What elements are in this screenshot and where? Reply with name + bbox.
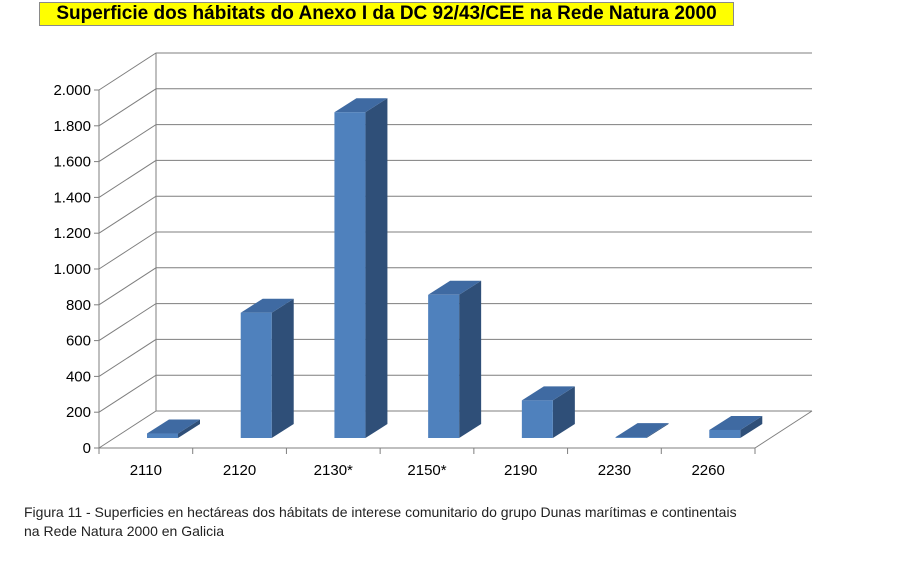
y-tick-label: 1.800 (53, 118, 91, 135)
x-tick-label: 2130* (314, 462, 353, 479)
gridline (98, 410, 812, 449)
x-tick-label: 2190 (504, 462, 537, 479)
floor-right-edge (754, 410, 813, 449)
y-tick-label: 1.600 (53, 154, 91, 171)
y-tick-label: 1.200 (53, 225, 91, 242)
gridline (98, 338, 812, 377)
x-tick-label: 2120 (223, 462, 256, 479)
y-tick-label: 200 (66, 404, 91, 421)
y-tick-label: 600 (66, 333, 91, 350)
bar-side (178, 419, 200, 438)
bar-side (365, 98, 388, 438)
bar-front (709, 429, 741, 438)
y-tick-label: 1.000 (53, 261, 91, 278)
gridline (98, 374, 812, 413)
gridline (98, 159, 812, 198)
bar-top (147, 419, 200, 434)
x-tick-label: 2230 (598, 462, 631, 479)
bar-front (147, 433, 178, 438)
gridline (98, 52, 812, 91)
bar-2260 (709, 415, 763, 438)
x-tick-label: 2150* (407, 462, 446, 479)
gridline (98, 124, 812, 163)
figure-caption: Figura 11 - Superficies en hectáreas dos… (24, 503, 854, 541)
bar-side (740, 415, 763, 438)
gridline (98, 88, 812, 127)
bar-2230 (615, 423, 669, 438)
y-tick-label: 0 (83, 440, 91, 457)
caption-line-1: Figura 11 - Superficies en hectáreas dos… (24, 504, 737, 520)
bar-side (552, 386, 575, 438)
gridline (98, 267, 812, 306)
grid-layer (98, 52, 813, 449)
bar-2120 (240, 298, 294, 438)
bar-2150-star (428, 280, 482, 438)
bar-top (521, 386, 575, 401)
bar-top (709, 415, 763, 430)
caption-line-2: na Rede Natura 2000 en Galicia (24, 523, 225, 539)
bar-front (334, 112, 366, 438)
bar-top (334, 98, 388, 113)
bar-side (646, 423, 669, 438)
bar-front (428, 294, 460, 438)
x-tick-label: 2260 (691, 462, 724, 479)
bar-top (240, 298, 294, 313)
y-tick-label: 2.000 (53, 82, 91, 99)
y-axis-ticks: 0 200 400 600 800 1.000 1.200 1.400 1.600 1.800 2.… (53, 82, 99, 457)
bar-2110 (147, 419, 200, 438)
bars (147, 98, 763, 438)
bar-top (615, 423, 669, 438)
chart-title: Superficie dos hábitats do Anexo I da DC… (39, 2, 734, 26)
bar-front (521, 400, 553, 438)
bar-2130-star (334, 98, 388, 438)
bar-side (271, 298, 294, 438)
gridline (98, 231, 812, 270)
bar-side (459, 280, 482, 438)
y-tick-label: 800 (66, 297, 91, 314)
y-tick-label: 1.400 (53, 189, 91, 206)
bar-front (240, 312, 272, 438)
bar-top (428, 280, 482, 295)
x-axis-ticks: 2110 2120 2130* 2150* 2190 2230 2260 (98, 448, 756, 479)
bar-2190 (521, 386, 575, 438)
bar-front (615, 437, 647, 438)
gridline (98, 195, 812, 234)
x-tick-label: 2110 (130, 462, 162, 479)
y-tick-label: 400 (66, 368, 91, 385)
gridline (98, 303, 812, 342)
